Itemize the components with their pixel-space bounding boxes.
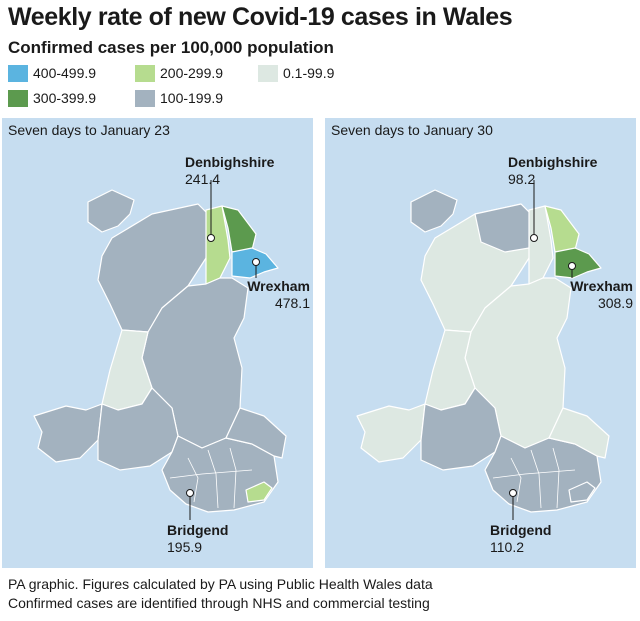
legend-label: 400-499.9 <box>33 65 97 81</box>
wrexham-marker <box>252 258 260 266</box>
callout-bridgend: Bridgend 195.9 <box>167 522 228 556</box>
wales-map <box>33 180 287 520</box>
region-monmouthshire <box>225 407 287 459</box>
callout-value: 241.4 <box>185 171 221 187</box>
chart-title: Weekly rate of new Covid-19 cases in Wal… <box>8 3 513 31</box>
region-pembrokeshire <box>356 403 426 463</box>
region-anglesey <box>87 189 135 233</box>
bridgend-marker <box>509 489 517 497</box>
legend-item-100: 100-199.9 <box>135 89 223 107</box>
wales-map <box>356 180 610 520</box>
legend-swatch <box>135 89 155 107</box>
callout-name: Bridgend <box>167 522 229 538</box>
legend-item-400: 400-499.9 <box>8 64 96 82</box>
callout-value: 308.9 <box>597 295 633 311</box>
bridgend-marker <box>186 489 194 497</box>
legend-swatch <box>8 89 28 107</box>
map-panel-jan-30: Seven days to January 30 <box>325 118 636 568</box>
callout-name: Denbighshire <box>185 154 275 170</box>
legend-swatch <box>8 64 28 82</box>
callout-value: 110.2 <box>490 539 524 555</box>
callout-name: Denbighshire <box>508 154 598 170</box>
panel-heading: Seven days to January 23 <box>8 122 170 138</box>
callout-name: Wrexham <box>247 278 310 294</box>
legend-item-0: 0.1-99.9 <box>258 64 334 82</box>
callout-value: 98.2 <box>508 171 536 187</box>
region-cardiff <box>245 481 273 503</box>
legend-label: 100-199.9 <box>160 90 224 106</box>
legend-swatch <box>258 64 278 82</box>
source-note: PA graphic. Figures calculated by PA usi… <box>8 576 433 592</box>
legend-item-200: 200-299.9 <box>135 64 223 82</box>
callout-denbighshire: Denbighshire 98.2 <box>508 154 597 188</box>
legend-label: 0.1-99.9 <box>283 65 335 81</box>
region-monmouthshire <box>548 407 610 459</box>
region-cardiff <box>568 481 596 503</box>
map-panel-jan-23: Seven days to January 23 <box>2 118 313 568</box>
region-pembrokeshire <box>33 403 103 463</box>
callout-wrexham: Wrexham 308.9 <box>555 278 633 312</box>
region-ceredigion <box>101 329 153 411</box>
region-ceredigion <box>424 329 476 411</box>
callout-name: Bridgend <box>490 522 552 538</box>
legend-swatch <box>135 64 155 82</box>
legend-item-300: 300-399.9 <box>8 89 96 107</box>
panel-heading: Seven days to January 30 <box>331 122 493 138</box>
denbighshire-marker <box>530 234 538 242</box>
legend-label: 300-399.9 <box>33 90 97 106</box>
region-wrexham <box>554 247 602 279</box>
callout-value: 195.9 <box>167 539 203 555</box>
callout-bridgend: Bridgend 110.2 <box>490 522 551 556</box>
callout-value: 478.1 <box>274 295 310 311</box>
callout-wrexham: Wrexham 478.1 <box>232 278 310 312</box>
region-anglesey <box>410 189 458 233</box>
callout-name: Wrexham <box>570 278 633 294</box>
denbighshire-marker <box>207 234 215 242</box>
wrexham-marker <box>568 262 576 270</box>
callout-denbighshire: Denbighshire 241.4 <box>185 154 274 188</box>
testing-note: Confirmed cases are identified through N… <box>8 595 430 611</box>
legend-label: 200-299.9 <box>160 65 224 81</box>
legend-title: Confirmed cases per 100,000 population <box>8 38 334 57</box>
